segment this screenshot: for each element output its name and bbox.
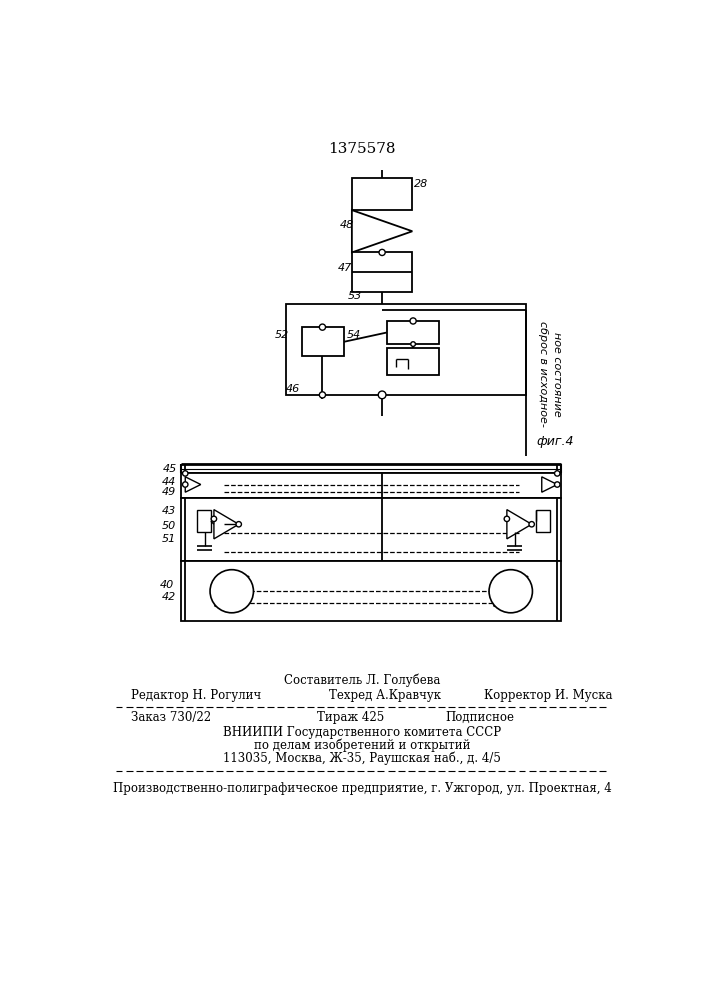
Polygon shape <box>507 510 532 539</box>
Text: Редактор Н. Рогулич: Редактор Н. Рогулич <box>131 689 262 702</box>
Text: Техред А.Кравчук: Техред А.Кравчук <box>329 689 440 702</box>
Bar <box>387 321 440 344</box>
Polygon shape <box>542 477 557 492</box>
Bar <box>387 348 440 375</box>
Text: Заказ 730/22: Заказ 730/22 <box>131 711 211 724</box>
Text: Подписное: Подписное <box>445 711 514 724</box>
Text: 50: 50 <box>162 521 176 531</box>
Text: Корректор И. Муска: Корректор И. Муска <box>484 689 612 702</box>
Circle shape <box>411 342 416 346</box>
Text: 113035, Москва, Ж-35, Раушская наб., д. 4/5: 113035, Москва, Ж-35, Раушская наб., д. … <box>223 752 501 765</box>
Text: Составитель Л. Голубева: Составитель Л. Голубева <box>284 674 440 687</box>
Text: 52: 52 <box>274 330 288 340</box>
Circle shape <box>489 570 532 613</box>
Text: 28: 28 <box>414 179 428 189</box>
Text: 48: 48 <box>340 220 354 230</box>
Text: 44: 44 <box>162 477 176 487</box>
Bar <box>301 327 344 356</box>
Text: ное состояние: ное состояние <box>552 332 562 416</box>
Text: Производственно-полиграфическое предприятие, г. Ужгород, ул. Проектная, 4: Производственно-полиграфическое предприя… <box>112 782 612 795</box>
Text: 51: 51 <box>162 534 176 544</box>
Polygon shape <box>352 210 412 252</box>
Text: 54: 54 <box>346 330 361 340</box>
Text: 1375578: 1375578 <box>328 142 396 156</box>
Circle shape <box>182 482 188 487</box>
Circle shape <box>554 482 560 487</box>
Text: 43: 43 <box>162 506 176 516</box>
Bar <box>535 510 549 532</box>
Circle shape <box>211 516 216 522</box>
Circle shape <box>320 392 325 398</box>
Text: 49: 49 <box>162 487 176 497</box>
Polygon shape <box>214 510 239 539</box>
Bar <box>182 498 561 561</box>
Bar <box>352 178 412 210</box>
Text: 46: 46 <box>286 384 300 394</box>
Text: сброс в исходное-: сброс в исходное- <box>538 321 548 427</box>
Circle shape <box>378 391 386 399</box>
Polygon shape <box>185 477 201 492</box>
Circle shape <box>379 249 385 256</box>
Text: Тираж 425: Тираж 425 <box>317 711 384 724</box>
Text: по делам изобретений и открытий: по делам изобретений и открытий <box>254 738 470 752</box>
Text: 53: 53 <box>348 291 362 301</box>
Circle shape <box>236 522 241 527</box>
Bar <box>182 561 561 621</box>
Text: ВНИИПИ Государственного комитета СССР: ВНИИПИ Государственного комитета СССР <box>223 726 501 739</box>
Bar <box>221 584 243 599</box>
Circle shape <box>504 516 510 522</box>
Bar <box>352 252 412 292</box>
Bar <box>286 304 526 395</box>
Circle shape <box>320 324 325 330</box>
Bar <box>500 584 522 599</box>
Circle shape <box>529 522 534 527</box>
Bar <box>197 510 211 532</box>
Text: 40: 40 <box>159 580 174 590</box>
Text: 42: 42 <box>162 592 176 602</box>
Bar <box>182 473 561 498</box>
Text: 47: 47 <box>338 263 352 273</box>
Text: фиг.4: фиг.4 <box>537 435 574 448</box>
Circle shape <box>554 471 560 476</box>
Circle shape <box>210 570 253 613</box>
Circle shape <box>182 471 188 476</box>
Circle shape <box>410 318 416 324</box>
Text: 45: 45 <box>163 464 177 474</box>
